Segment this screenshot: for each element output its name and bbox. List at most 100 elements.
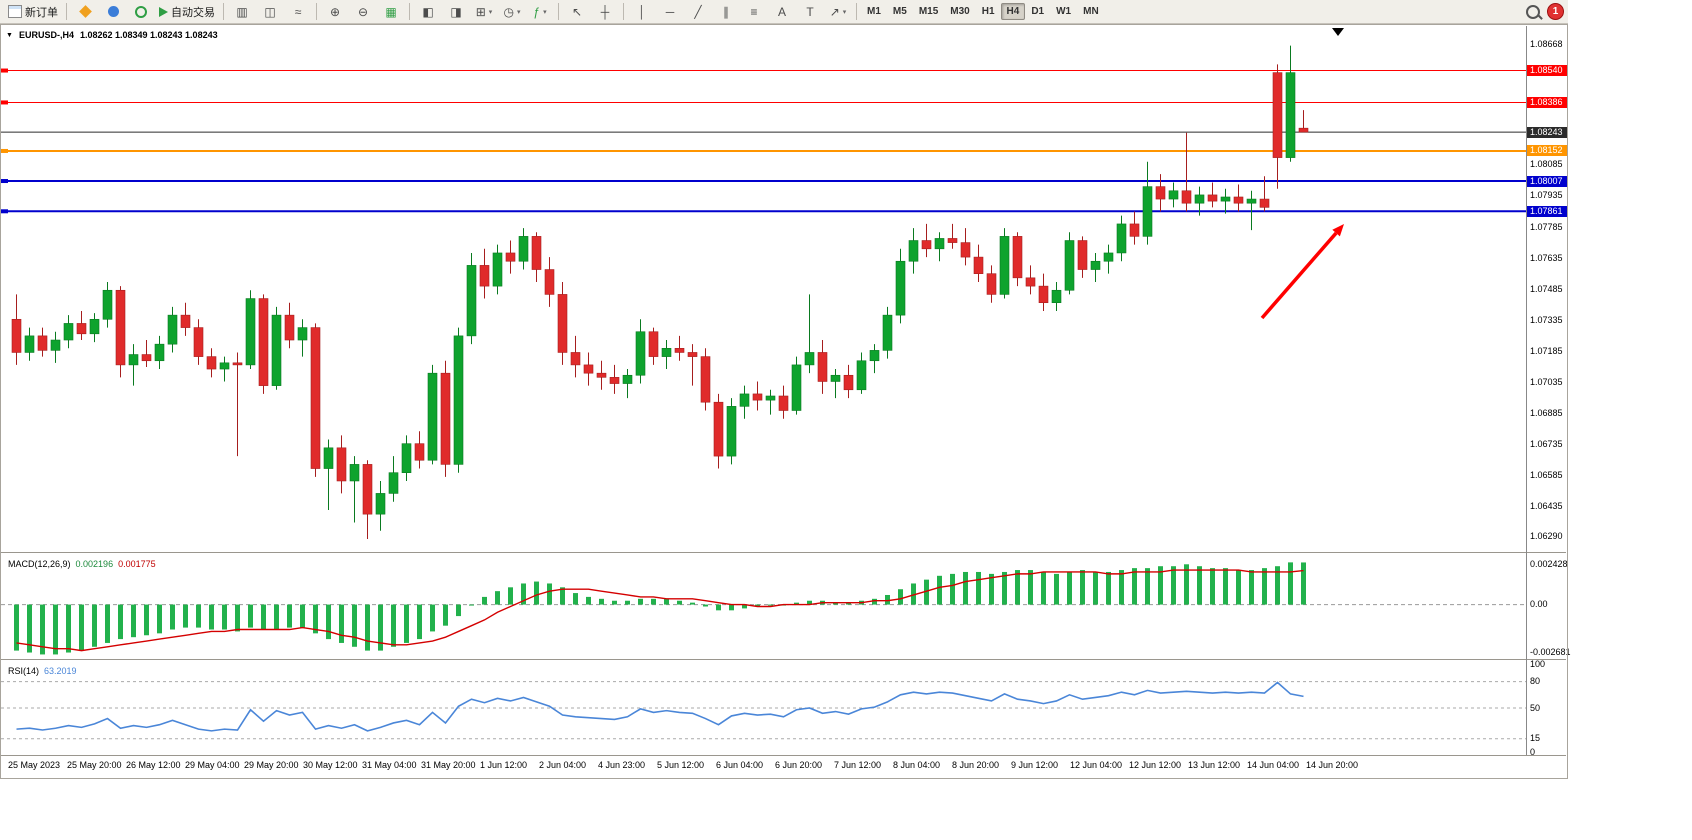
arrows-button[interactable]: ↗ ▾ [824,1,852,23]
hline-handle[interactable] [1,209,8,214]
timeframe-M15[interactable]: M15 [918,6,939,17]
timeframe-H1[interactable]: H1 [981,6,995,17]
time-axis-label[interactable]: 4 Jun 23:00 [598,760,645,770]
time-axis-label[interactable]: 25 May 20:00 [67,760,122,770]
text-label-button[interactable]: T [796,1,824,23]
macd-bar [144,604,149,636]
arrange-windows-button[interactable]: ◧ [414,1,442,23]
notifications-badge[interactable]: 1 [1547,3,1564,20]
zoom-out-button[interactable]: ⊖ [349,1,377,23]
macd-bar [638,598,643,605]
time-axis-label[interactable]: 9 Jun 12:00 [1011,760,1058,770]
line-chart-button[interactable]: ≈ [284,1,312,23]
candle-body [24,335,35,353]
candle-body [1077,240,1088,270]
one-click-trading-toggle[interactable]: ▼ [6,31,13,39]
candle-body [830,374,841,382]
candle-body [1285,72,1296,158]
macd-bar [274,604,279,630]
time-axis-label[interactable]: 8 Jun 20:00 [952,760,999,770]
price-axis-label: 1.07785 [1530,221,1563,232]
price-tag: 1.07861 [1527,205,1568,217]
cursor-button[interactable]: ↖ [563,1,591,23]
crosshair-button[interactable]: ┼ [591,1,619,23]
metaquotes-icon-button[interactable] [71,1,99,23]
red-arrow-head[interactable] [1332,224,1344,237]
timeframe-M30[interactable]: M30 [950,6,970,17]
candle-body [154,343,165,362]
new-order-button[interactable]: 新订单 [4,1,62,23]
price-axis-label: 1.07185 [1530,345,1563,356]
trendline-button[interactable]: ╱ [684,1,712,23]
time-axis-label[interactable]: 26 May 12:00 [126,760,181,770]
rsi-line [16,681,1304,732]
hline-handle[interactable] [1,68,8,73]
candle-body [258,298,269,386]
time-axis-label[interactable]: 31 May 04:00 [362,760,417,770]
time-axis-label[interactable]: 29 May 04:00 [185,760,240,770]
macd-bar [339,604,344,643]
candle-body [1012,236,1023,279]
ohlc-values: 1.08262 1.08349 1.08243 1.08243 [79,30,218,40]
hline-handle[interactable] [1,179,8,184]
price-axis[interactable]: 1.08668 1.08085 1.07935 1.07785 1.07635 1.074… [1527,0,1571,779]
candle-body [791,364,802,411]
time-axis-label[interactable]: 14 Jun 20:00 [1306,760,1358,770]
timeframe-D1[interactable]: D1 [1031,6,1045,17]
time-axis-label[interactable]: 25 May 2023 [8,760,60,770]
down-triangle-marker[interactable] [1332,28,1344,36]
timeframe-M1[interactable]: M1 [867,6,881,17]
candle-body [349,464,360,482]
macd-bar [287,604,292,628]
toolbar-separator [623,3,624,20]
time-axis-label[interactable]: 29 May 20:00 [244,760,299,770]
time-axis-label[interactable]: 30 May 12:00 [303,760,358,770]
market-button[interactable] [127,1,155,23]
candle-body [401,443,412,473]
timeframe-W1[interactable]: W1 [1056,6,1072,17]
text-button[interactable]: A [768,1,796,23]
tile-windows-button[interactable]: ▦ [377,1,405,23]
time-axis-label[interactable]: 6 Jun 04:00 [716,760,763,770]
profiles-button[interactable]: ◷ ▾ [498,1,526,23]
new-chart-button[interactable]: ⊞ ▾ [470,1,498,23]
vertical-line-button[interactable]: │ [628,1,656,23]
autotrading-button[interactable]: 自动交易 [155,1,219,23]
hline-handle[interactable] [1,148,8,153]
time-axis-label[interactable]: 6 Jun 20:00 [775,760,822,770]
macd-bar [183,604,188,628]
timeframe-H4[interactable]: H4 [1000,3,1026,20]
hline-handle[interactable] [1,100,8,105]
time-axis-label[interactable]: 14 Jun 04:00 [1247,760,1299,770]
equidistant-channel-button[interactable]: ∥ [712,1,740,23]
time-axis-label[interactable]: 2 Jun 04:00 [539,760,586,770]
zoom-in-button[interactable]: ⊕ [321,1,349,23]
candlestick-chart-button[interactable]: ◫ [256,1,284,23]
time-axis-label[interactable]: 12 Jun 12:00 [1129,760,1181,770]
macd-bar [1171,566,1176,605]
time-axis-label[interactable]: 31 May 20:00 [421,760,476,770]
macd-bar [118,604,123,640]
timeframe-M5[interactable]: M5 [892,6,907,17]
time-axis-label[interactable]: 13 Jun 12:00 [1188,760,1240,770]
macd-bar [456,604,461,617]
fibonacci-button[interactable]: ≡ [740,1,768,23]
candle-body [687,352,698,357]
bar-chart-button[interactable]: ▥ [228,1,256,23]
macd-bar [989,573,994,605]
cascade-windows-button[interactable]: ◨ [442,1,470,23]
time-axis-label[interactable]: 5 Jun 12:00 [657,760,704,770]
time-axis-label[interactable]: 7 Jun 12:00 [834,760,881,770]
time-axis-label[interactable]: 1 Jun 12:00 [480,760,527,770]
time-axis-label[interactable]: 12 Jun 04:00 [1070,760,1122,770]
toolbar-separator [409,3,410,20]
search-button[interactable] [1519,1,1547,23]
red-arrow-line[interactable] [1260,231,1338,320]
chart-canvas[interactable]: 25 May 2023 25 May 20:00 26 May 12:00 29 Ma… [0,0,1568,779]
indicators-button[interactable]: ƒ ▾ [526,1,554,23]
time-axis-label[interactable]: 8 Jun 04:00 [893,760,940,770]
mql5-community-button[interactable] [99,1,127,23]
macd-bar [508,587,513,605]
timeframe-MN[interactable]: MN [1083,6,1099,17]
horizontal-line-button[interactable]: ─ [656,1,684,23]
